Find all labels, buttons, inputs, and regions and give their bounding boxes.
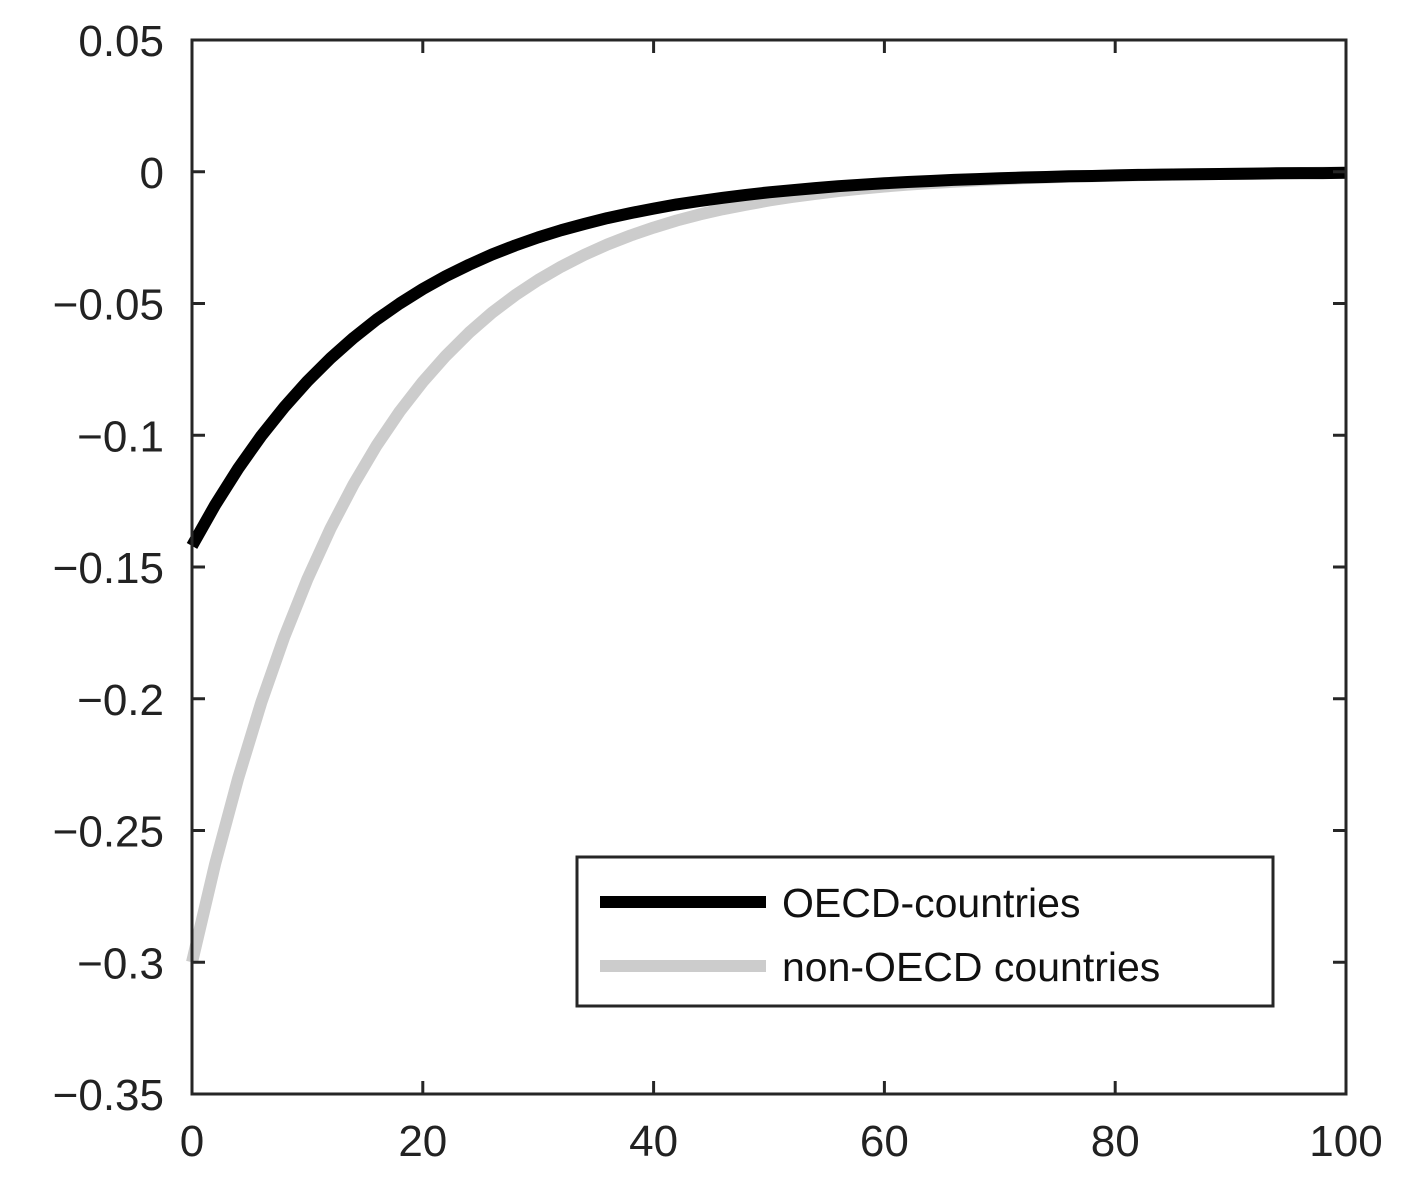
- y-tick-label: −0.1: [77, 412, 164, 461]
- tick-layer: 0 20 40 60 80 100 0.05 0 −0.05 −0.1 −0.15 −0.2 −0.25…: [53, 17, 1383, 1166]
- legend-label-non-oecd: non-OECD countries: [782, 944, 1160, 990]
- y-tick-label: −0.2: [77, 676, 164, 725]
- y-tick-label: −0.05: [53, 281, 164, 330]
- x-tick-label: 40: [629, 1117, 678, 1166]
- y-tick-label: −0.15: [53, 544, 164, 593]
- legend-label-oecd: OECD-countries: [782, 880, 1080, 926]
- y-tick-label: −0.25: [53, 808, 164, 857]
- x-tick-label: 0: [180, 1117, 204, 1166]
- legend-box: [575, 855, 1275, 1008]
- y-tick-label: −0.3: [77, 939, 164, 988]
- y-tick-label: 0: [140, 149, 164, 198]
- x-tick-label: 80: [1091, 1117, 1140, 1166]
- x-tick-label: 60: [860, 1117, 909, 1166]
- series-line-oecd: [186, 166, 1347, 549]
- x-tick-label: 100: [1309, 1117, 1382, 1166]
- series-line-non-oecd: [186, 166, 1346, 964]
- y-tick-label: −0.35: [53, 1071, 164, 1120]
- y-tick-label: 0.05: [78, 17, 164, 66]
- x-tick-label: 20: [398, 1117, 447, 1166]
- legend: OECD-countries non-OECD countries: [575, 855, 1275, 1008]
- series-layer: [186, 166, 1347, 964]
